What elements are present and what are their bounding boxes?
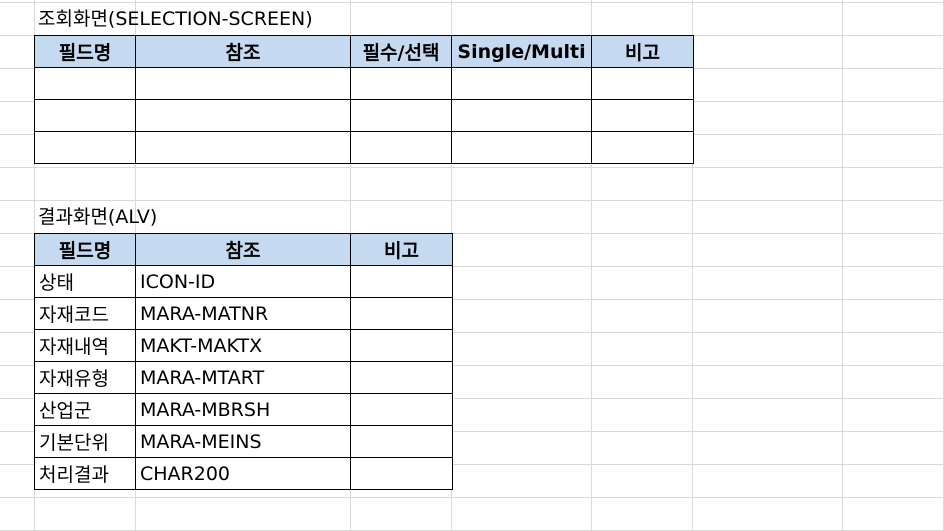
cell-reference[interactable]: CHAR200 (135, 457, 351, 490)
cell-reference[interactable]: MARA-MATNR (135, 297, 351, 330)
header-cell-reference[interactable]: 참조 (135, 233, 351, 266)
cell-remarks[interactable] (591, 99, 694, 132)
cell-field-name[interactable]: 상태 (34, 265, 136, 298)
cell-field-name[interactable] (34, 67, 136, 100)
cell-remarks[interactable] (591, 131, 694, 164)
header-cell-field-name[interactable]: 필드명 (34, 35, 136, 68)
cell-remarks[interactable] (350, 329, 453, 362)
table-row: 자재내역 MAKT-MAKTX (34, 329, 453, 362)
selection-screen-title[interactable]: 조회화면(SELECTION-SCREEN) (38, 8, 313, 30)
cell-field-name[interactable]: 자재코드 (34, 297, 136, 330)
cell-reference[interactable] (135, 67, 351, 100)
table-row (34, 99, 694, 132)
header-cell-single-multi[interactable]: Single/Multi (451, 35, 592, 68)
header-cell-required[interactable]: 필수/선택 (350, 35, 452, 68)
alv-screen-title[interactable]: 결과화면(ALV) (38, 206, 158, 228)
cell-reference[interactable]: ICON-ID (135, 265, 351, 298)
cell-field-name[interactable]: 자재유형 (34, 361, 136, 394)
cell-reference[interactable]: MARA-MTART (135, 361, 351, 394)
table-row: 산업군 MARA-MBRSH (34, 393, 453, 426)
cell-reference[interactable]: MARA-MBRSH (135, 393, 351, 426)
table-row: 처리결과 CHAR200 (34, 457, 453, 490)
cell-field-name[interactable] (34, 99, 136, 132)
header-cell-remarks[interactable]: 비고 (591, 35, 694, 68)
cell-single-multi[interactable] (451, 131, 592, 164)
header-cell-field-name[interactable]: 필드명 (34, 233, 136, 266)
cell-required[interactable] (350, 131, 452, 164)
cell-single-multi[interactable] (451, 99, 592, 132)
cell-single-multi[interactable] (451, 67, 592, 100)
header-cell-reference[interactable]: 참조 (135, 35, 351, 68)
cell-remarks[interactable] (350, 393, 453, 426)
header-row: 필드명 참조 비고 (34, 233, 453, 266)
cell-remarks[interactable] (591, 67, 694, 100)
cell-reference[interactable]: MARA-MEINS (135, 425, 351, 458)
selection-screen-table: 필드명 참조 필수/선택 Single/Multi 비고 (34, 35, 694, 164)
cell-field-name[interactable]: 처리결과 (34, 457, 136, 490)
table-row (34, 67, 694, 100)
cell-field-name[interactable] (34, 131, 136, 164)
cell-reference[interactable] (135, 99, 351, 132)
cell-field-name[interactable]: 자재내역 (34, 329, 136, 362)
table-row: 자재유형 MARA-MTART (34, 361, 453, 394)
alv-screen-table: 필드명 참조 비고 상태 ICON-ID 자재코드 MARA-MATNR 자재내역 MAK… (34, 233, 453, 490)
cell-field-name[interactable]: 산업군 (34, 393, 136, 426)
cell-remarks[interactable] (350, 297, 453, 330)
table-row: 상태 ICON-ID (34, 265, 453, 298)
table-row: 자재코드 MARA-MATNR (34, 297, 453, 330)
cell-field-name[interactable]: 기본단위 (34, 425, 136, 458)
cell-required[interactable] (350, 67, 452, 100)
cell-required[interactable] (350, 99, 452, 132)
cell-remarks[interactable] (350, 425, 453, 458)
table-row: 기본단위 MARA-MEINS (34, 425, 453, 458)
header-cell-remarks[interactable]: 비고 (350, 233, 453, 266)
header-row: 필드명 참조 필수/선택 Single/Multi 비고 (34, 35, 694, 68)
cell-remarks[interactable] (350, 457, 453, 490)
cell-reference[interactable]: MAKT-MAKTX (135, 329, 351, 362)
table-row (34, 131, 694, 164)
cell-reference[interactable] (135, 131, 351, 164)
cell-remarks[interactable] (350, 361, 453, 394)
cell-remarks[interactable] (350, 265, 453, 298)
